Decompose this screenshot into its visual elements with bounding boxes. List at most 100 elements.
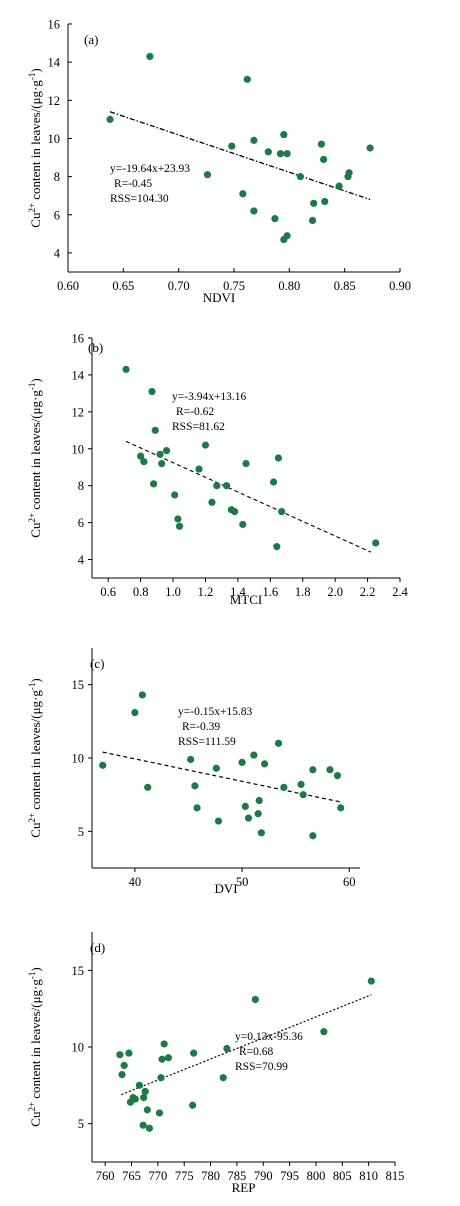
y-axis-label-part: Cu — [28, 1111, 43, 1127]
regression-equation-line: RSS=111.59 — [178, 736, 236, 748]
scatter-panel: 760 765 770 775 780 785 790 795 800 805 810 815 5 10 1… — [27, 932, 404, 1195]
x-tick-label: 0.60 — [57, 279, 79, 293]
y-axis-label-part: 2+ — [27, 513, 37, 523]
data-point — [337, 804, 345, 812]
y-axis-label-part: content in leaves/(μg·g — [28, 80, 43, 203]
data-point — [131, 708, 139, 717]
x-tick-label: 0.75 — [223, 279, 245, 293]
data-point — [254, 810, 262, 818]
y-axis-label: Cu2+ content in leaves/(μg·g-1) — [27, 378, 43, 537]
x-tick-label: 2.0 — [327, 585, 343, 599]
data-point — [118, 1071, 126, 1079]
data-point — [213, 482, 221, 490]
data-point — [243, 75, 251, 83]
data-point — [193, 804, 201, 812]
data-point — [276, 150, 285, 158]
x-tick-label: 0.85 — [334, 279, 356, 293]
data-point — [190, 1049, 198, 1057]
x-tick-label: 0.90 — [389, 279, 411, 293]
data-point — [162, 447, 171, 455]
x-tick-label: 795 — [280, 1169, 299, 1183]
x-tick-label: 0.8 — [133, 585, 149, 599]
data-point — [171, 491, 179, 499]
data-point — [148, 387, 156, 396]
data-point — [139, 1121, 147, 1129]
y-axis-label: Cu2+ content in leaves/(μg·g-1) — [27, 68, 43, 227]
y-axis-label-part: ) — [28, 378, 43, 382]
data-point — [158, 1055, 166, 1063]
data-point — [187, 755, 195, 764]
data-point — [280, 131, 288, 139]
y-tick-label: 10 — [72, 1041, 85, 1055]
scatter-panel: 0.6 0.8 1.0 1.2 1.4 1.6 1.8 2.0 2.2 2.4 4 6 8 10 12 14 1… — [27, 332, 409, 608]
data-point — [273, 543, 281, 551]
y-axis-label-part: -1 — [27, 683, 37, 691]
y-tick-label: 5 — [78, 1117, 84, 1131]
scatter-panel: 40 50 60 5 10 15 DVI Cu2+ content in leaves/(μg… — [27, 648, 360, 896]
data-point — [274, 454, 283, 462]
x-tick-label: 1.4 — [230, 585, 246, 599]
data-point — [372, 539, 380, 547]
y-axis-label-part: 2+ — [27, 1102, 37, 1112]
y-axis-label: Cu2+ content in leaves/(μg·g-1) — [27, 967, 43, 1126]
data-point — [231, 507, 239, 516]
regression-equation-line: RSS=81.62 — [172, 421, 225, 433]
x-tick-label: 780 — [201, 1169, 220, 1183]
data-point — [239, 520, 247, 529]
y-tick-label: 5 — [78, 825, 84, 839]
data-point — [158, 459, 166, 468]
x-tick-label: 810 — [359, 1169, 378, 1183]
x-tick-label: 805 — [333, 1169, 352, 1183]
data-point — [144, 783, 152, 791]
x-tick-label: 1.8 — [295, 585, 311, 599]
x-tick-label: 60 — [343, 875, 356, 889]
regression-line — [109, 111, 371, 201]
data-point — [99, 761, 107, 769]
data-point — [366, 144, 374, 152]
data-point — [156, 450, 164, 458]
data-point — [241, 802, 249, 811]
data-point — [191, 782, 199, 790]
data-point — [283, 232, 291, 240]
data-point — [257, 829, 265, 837]
y-axis-label-part: Cu — [28, 212, 43, 228]
regression-equation-line: R=-0.39 — [182, 721, 220, 733]
regression-equation-line: R=-0.45 — [114, 178, 152, 190]
data-point — [201, 441, 210, 449]
x-tick-label: 0.6 — [100, 585, 116, 599]
data-point — [212, 764, 220, 772]
x-axis-label: MTCI — [230, 592, 263, 607]
y-axis-label-part: 2+ — [27, 203, 37, 213]
data-point — [140, 1094, 148, 1102]
data-point — [228, 142, 236, 150]
y-tick-label: 16 — [72, 332, 85, 346]
data-point — [278, 507, 286, 516]
y-axis-label-part: -1 — [27, 383, 37, 391]
x-tick-label: 1.0 — [165, 585, 181, 599]
y-tick-label: 6 — [78, 516, 84, 530]
data-point — [250, 207, 258, 215]
data-point — [326, 766, 334, 774]
x-tick-label: 760 — [96, 1169, 115, 1183]
x-tick-label: 0.65 — [112, 279, 134, 293]
y-axis-label: Cu2+ content in leaves/(μg·g-1) — [27, 678, 43, 837]
data-point — [309, 766, 317, 774]
data-point — [238, 758, 246, 767]
regression-equation-line: R=0.68 — [239, 1046, 274, 1058]
y-axis-label-part: ) — [28, 678, 43, 682]
x-tick-label: 40 — [129, 875, 142, 889]
y-tick-label: 15 — [72, 964, 85, 978]
data-point — [320, 155, 328, 164]
x-axis-label: REP — [232, 1180, 256, 1195]
panel-label: (a) — [84, 32, 98, 47]
data-point — [120, 1061, 128, 1069]
data-point — [255, 796, 263, 805]
data-point — [157, 1074, 165, 1082]
data-point — [345, 169, 353, 177]
y-tick-label: 8 — [54, 170, 60, 184]
x-tick-label: 815 — [386, 1169, 405, 1183]
y-axis-label-part: Cu — [28, 522, 43, 538]
data-point — [271, 214, 279, 223]
data-point — [239, 190, 247, 198]
